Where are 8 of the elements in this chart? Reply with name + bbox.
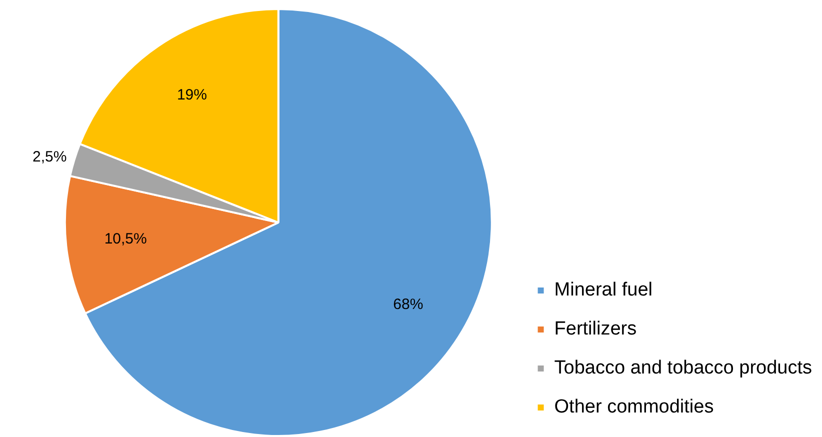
legend-label: Tobacco and tobacco products [554, 358, 812, 379]
data-label: 68% [393, 296, 424, 314]
data-label: 10,5% [104, 230, 147, 248]
legend-label: Other commodities [554, 396, 714, 418]
legend-label: Mineral fuel [554, 280, 652, 301]
data-label: 2,5% [32, 148, 67, 166]
legend-label: Fertilizers [554, 318, 637, 340]
data-label: 19% [176, 86, 207, 104]
